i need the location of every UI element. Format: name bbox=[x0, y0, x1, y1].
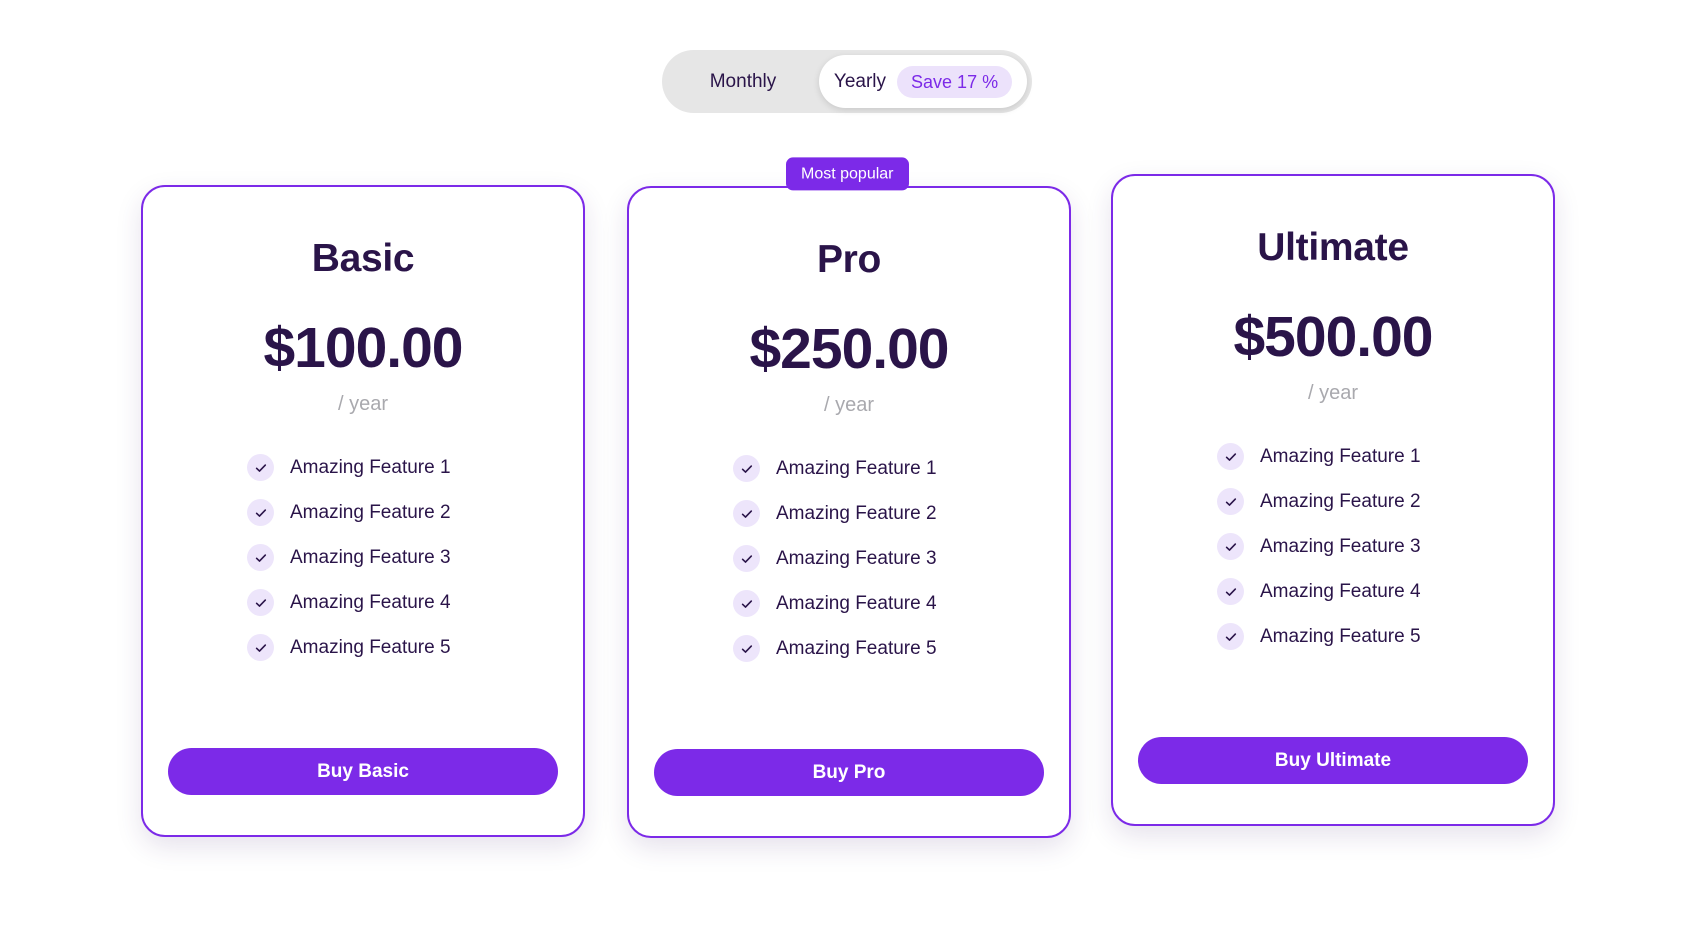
plan-period: / year bbox=[823, 394, 875, 416]
list-item: Amazing Feature 5 bbox=[733, 635, 965, 662]
feature-label: Amazing Feature 1 bbox=[776, 457, 937, 479]
list-item: Amazing Feature 5 bbox=[247, 634, 479, 661]
check-icon bbox=[1217, 488, 1244, 515]
feature-label: Amazing Feature 5 bbox=[1260, 625, 1421, 647]
check-icon bbox=[1217, 533, 1244, 560]
feature-label: Amazing Feature 2 bbox=[776, 502, 937, 524]
list-item: Amazing Feature 4 bbox=[1217, 578, 1449, 605]
plan-name: Ultimate bbox=[1257, 226, 1409, 269]
feature-label: Amazing Feature 3 bbox=[1260, 535, 1421, 557]
feature-label: Amazing Feature 4 bbox=[290, 591, 451, 613]
feature-label: Amazing Feature 3 bbox=[776, 547, 937, 569]
check-icon bbox=[247, 634, 274, 661]
most-popular-badge: Most popular bbox=[786, 157, 909, 191]
feature-list: Amazing Feature 1 Amazing Feature 2 Amaz… bbox=[143, 454, 583, 661]
feature-label: Amazing Feature 4 bbox=[1260, 580, 1421, 602]
toggle-option-yearly[interactable]: Yearly Save 17 % bbox=[819, 55, 1027, 108]
list-item: Amazing Feature 3 bbox=[247, 544, 479, 571]
save-percentage-badge: Save 17 % bbox=[897, 65, 1013, 98]
feature-label: Amazing Feature 3 bbox=[290, 546, 451, 568]
feature-label: Amazing Feature 2 bbox=[1260, 490, 1421, 512]
feature-label: Amazing Feature 2 bbox=[290, 501, 451, 523]
plan-name: Pro bbox=[816, 238, 882, 281]
feature-list: Amazing Feature 1 Amazing Feature 2 Amaz… bbox=[1113, 443, 1553, 650]
list-item: Amazing Feature 2 bbox=[247, 499, 479, 526]
check-icon bbox=[733, 590, 760, 617]
plan-period: / year bbox=[337, 393, 389, 415]
list-item: Amazing Feature 4 bbox=[733, 590, 965, 617]
check-icon bbox=[247, 499, 274, 526]
pricing-card-ultimate: Ultimate $500.00 / year Amazing Feature … bbox=[1111, 174, 1555, 826]
check-icon bbox=[247, 454, 274, 481]
plan-price: $100.00 bbox=[263, 316, 463, 380]
list-item: Amazing Feature 4 bbox=[247, 589, 479, 616]
check-icon bbox=[1217, 443, 1244, 470]
list-item: Amazing Feature 2 bbox=[733, 500, 965, 527]
list-item: Amazing Feature 1 bbox=[1217, 443, 1449, 470]
feature-label: Amazing Feature 1 bbox=[290, 456, 451, 478]
buy-button-pro[interactable]: Buy Pro bbox=[654, 749, 1044, 796]
list-item: Amazing Feature 5 bbox=[1217, 623, 1449, 650]
list-item: Amazing Feature 3 bbox=[1217, 533, 1449, 560]
list-item: Amazing Feature 2 bbox=[1217, 488, 1449, 515]
list-item: Amazing Feature 1 bbox=[733, 455, 965, 482]
plan-name: Basic bbox=[311, 237, 415, 280]
check-icon bbox=[1217, 623, 1244, 650]
buy-button-ultimate[interactable]: Buy Ultimate bbox=[1138, 737, 1528, 784]
check-icon bbox=[247, 589, 274, 616]
plan-period: / year bbox=[1307, 382, 1359, 404]
check-icon bbox=[733, 455, 760, 482]
plan-price: $500.00 bbox=[1233, 305, 1433, 369]
list-item: Amazing Feature 3 bbox=[733, 545, 965, 572]
check-icon bbox=[733, 545, 760, 572]
toggle-yearly-label: Yearly bbox=[833, 70, 887, 92]
toggle-monthly-label: Monthly bbox=[709, 70, 777, 92]
feature-label: Amazing Feature 5 bbox=[290, 636, 451, 658]
feature-list: Amazing Feature 1 Amazing Feature 2 Amaz… bbox=[629, 455, 1069, 662]
feature-label: Amazing Feature 5 bbox=[776, 637, 937, 659]
feature-label: Amazing Feature 4 bbox=[776, 592, 937, 614]
check-icon bbox=[1217, 578, 1244, 605]
feature-label: Amazing Feature 1 bbox=[1260, 445, 1421, 467]
plan-price: $250.00 bbox=[749, 317, 949, 381]
billing-period-toggle[interactable]: Monthly Yearly Save 17 % bbox=[662, 50, 1032, 113]
check-icon bbox=[733, 635, 760, 662]
check-icon bbox=[733, 500, 760, 527]
pricing-card-basic: Basic $100.00 / year Amazing Feature 1 A… bbox=[141, 185, 585, 837]
pricing-card-pro: Pro $250.00 / year Amazing Feature 1 Ama… bbox=[627, 186, 1071, 838]
check-icon bbox=[247, 544, 274, 571]
toggle-option-monthly[interactable]: Monthly bbox=[667, 55, 819, 108]
list-item: Amazing Feature 1 bbox=[247, 454, 479, 481]
buy-button-basic[interactable]: Buy Basic bbox=[168, 748, 558, 795]
